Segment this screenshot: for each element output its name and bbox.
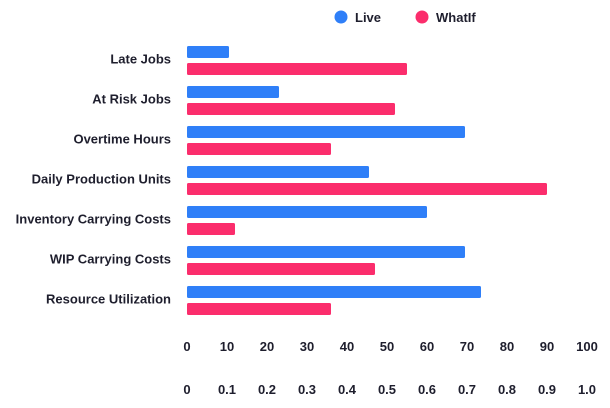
- x2-tick-label: 0.3: [298, 382, 316, 397]
- legend-label-whatif: WhatIf: [436, 10, 476, 25]
- x2-tick-label: 0.4: [338, 382, 357, 397]
- x2-tick-label: 0.2: [258, 382, 276, 397]
- x2-tick-label: 0.9: [538, 382, 556, 397]
- x-tick-label: 50: [380, 339, 394, 354]
- category-label-inventory-carrying-costs: Inventory Carrying Costs: [16, 212, 171, 227]
- legend: Live WhatIf: [334, 10, 476, 25]
- x2-tick-label: 0: [183, 382, 190, 397]
- bar-live-inventory-carrying-costs: [187, 206, 427, 218]
- x-axis-primary: 0 10 20 30 40 50 60 70 80 90 100: [183, 339, 597, 354]
- bar-live-daily-production-units: [187, 166, 369, 178]
- category-label-daily-production-units: Daily Production Units: [32, 172, 171, 187]
- x2-tick-label: 1.0: [578, 382, 596, 397]
- x-tick-label: 100: [576, 339, 598, 354]
- bar-whatif-resource-utilization: [187, 303, 331, 315]
- x2-tick-label: 0.7: [458, 382, 476, 397]
- x2-tick-label: 0.6: [418, 382, 436, 397]
- bars: [187, 46, 547, 315]
- legend-label-live: Live: [355, 10, 381, 25]
- category-label-resource-utilization: Resource Utilization: [46, 292, 171, 307]
- x-tick-label: 70: [460, 339, 474, 354]
- bar-whatif-overtime-hours: [187, 143, 331, 155]
- category-label-wip-carrying-costs: WIP Carrying Costs: [50, 252, 171, 267]
- bar-whatif-late-jobs: [187, 63, 407, 75]
- category-label-late-jobs: Late Jobs: [110, 52, 171, 67]
- bar-whatif-daily-production-units: [187, 183, 547, 195]
- bar-live-at-risk-jobs: [187, 86, 279, 98]
- x-tick-label: 0: [183, 339, 190, 354]
- x-tick-label: 20: [260, 339, 274, 354]
- legend-marker-live: [334, 10, 348, 24]
- x-tick-label: 90: [540, 339, 554, 354]
- x-axis-secondary: 0 0.1 0.2 0.3 0.4 0.5 0.6 0.7 0.8 0.9 1.0: [183, 382, 596, 397]
- x-tick-label: 60: [420, 339, 434, 354]
- bar-whatif-at-risk-jobs: [187, 103, 395, 115]
- x-tick-label: 10: [220, 339, 234, 354]
- x2-tick-label: 0.5: [378, 382, 396, 397]
- bar-whatif-inventory-carrying-costs: [187, 223, 235, 235]
- category-label-at-risk-jobs: At Risk Jobs: [92, 92, 171, 107]
- x-tick-label: 30: [300, 339, 314, 354]
- bar-whatif-wip-carrying-costs: [187, 263, 375, 275]
- x2-tick-label: 0.1: [218, 382, 236, 397]
- x2-tick-label: 0.8: [498, 382, 516, 397]
- legend-marker-whatif: [415, 10, 429, 24]
- category-labels: Late Jobs At Risk Jobs Overtime Hours Daily…: [16, 52, 171, 307]
- x-tick-label: 80: [500, 339, 514, 354]
- x-tick-label: 40: [340, 339, 354, 354]
- bar-live-resource-utilization: [187, 286, 481, 298]
- category-label-overtime-hours: Overtime Hours: [73, 132, 171, 147]
- bar-live-overtime-hours: [187, 126, 465, 138]
- bar-live-late-jobs: [187, 46, 229, 58]
- bar-live-wip-carrying-costs: [187, 246, 465, 258]
